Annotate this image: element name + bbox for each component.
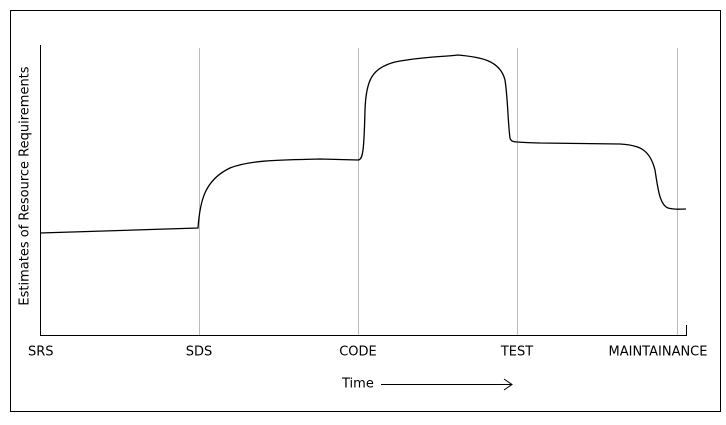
time-arrow-head [503,378,513,391]
x-axis-label: Time [341,377,374,392]
phase-lines [199,48,678,336]
phase-label: TEST [500,345,533,360]
phase-label: MAINTAINANCE [609,345,708,360]
phase-label: SRS [28,345,54,360]
phase-label: CODE [339,345,377,360]
resource-curve [39,54,687,234]
frame [10,10,721,412]
phase-label: SDS [186,345,213,360]
y-axis-label: Estimates of Resource Requirements [18,66,33,305]
